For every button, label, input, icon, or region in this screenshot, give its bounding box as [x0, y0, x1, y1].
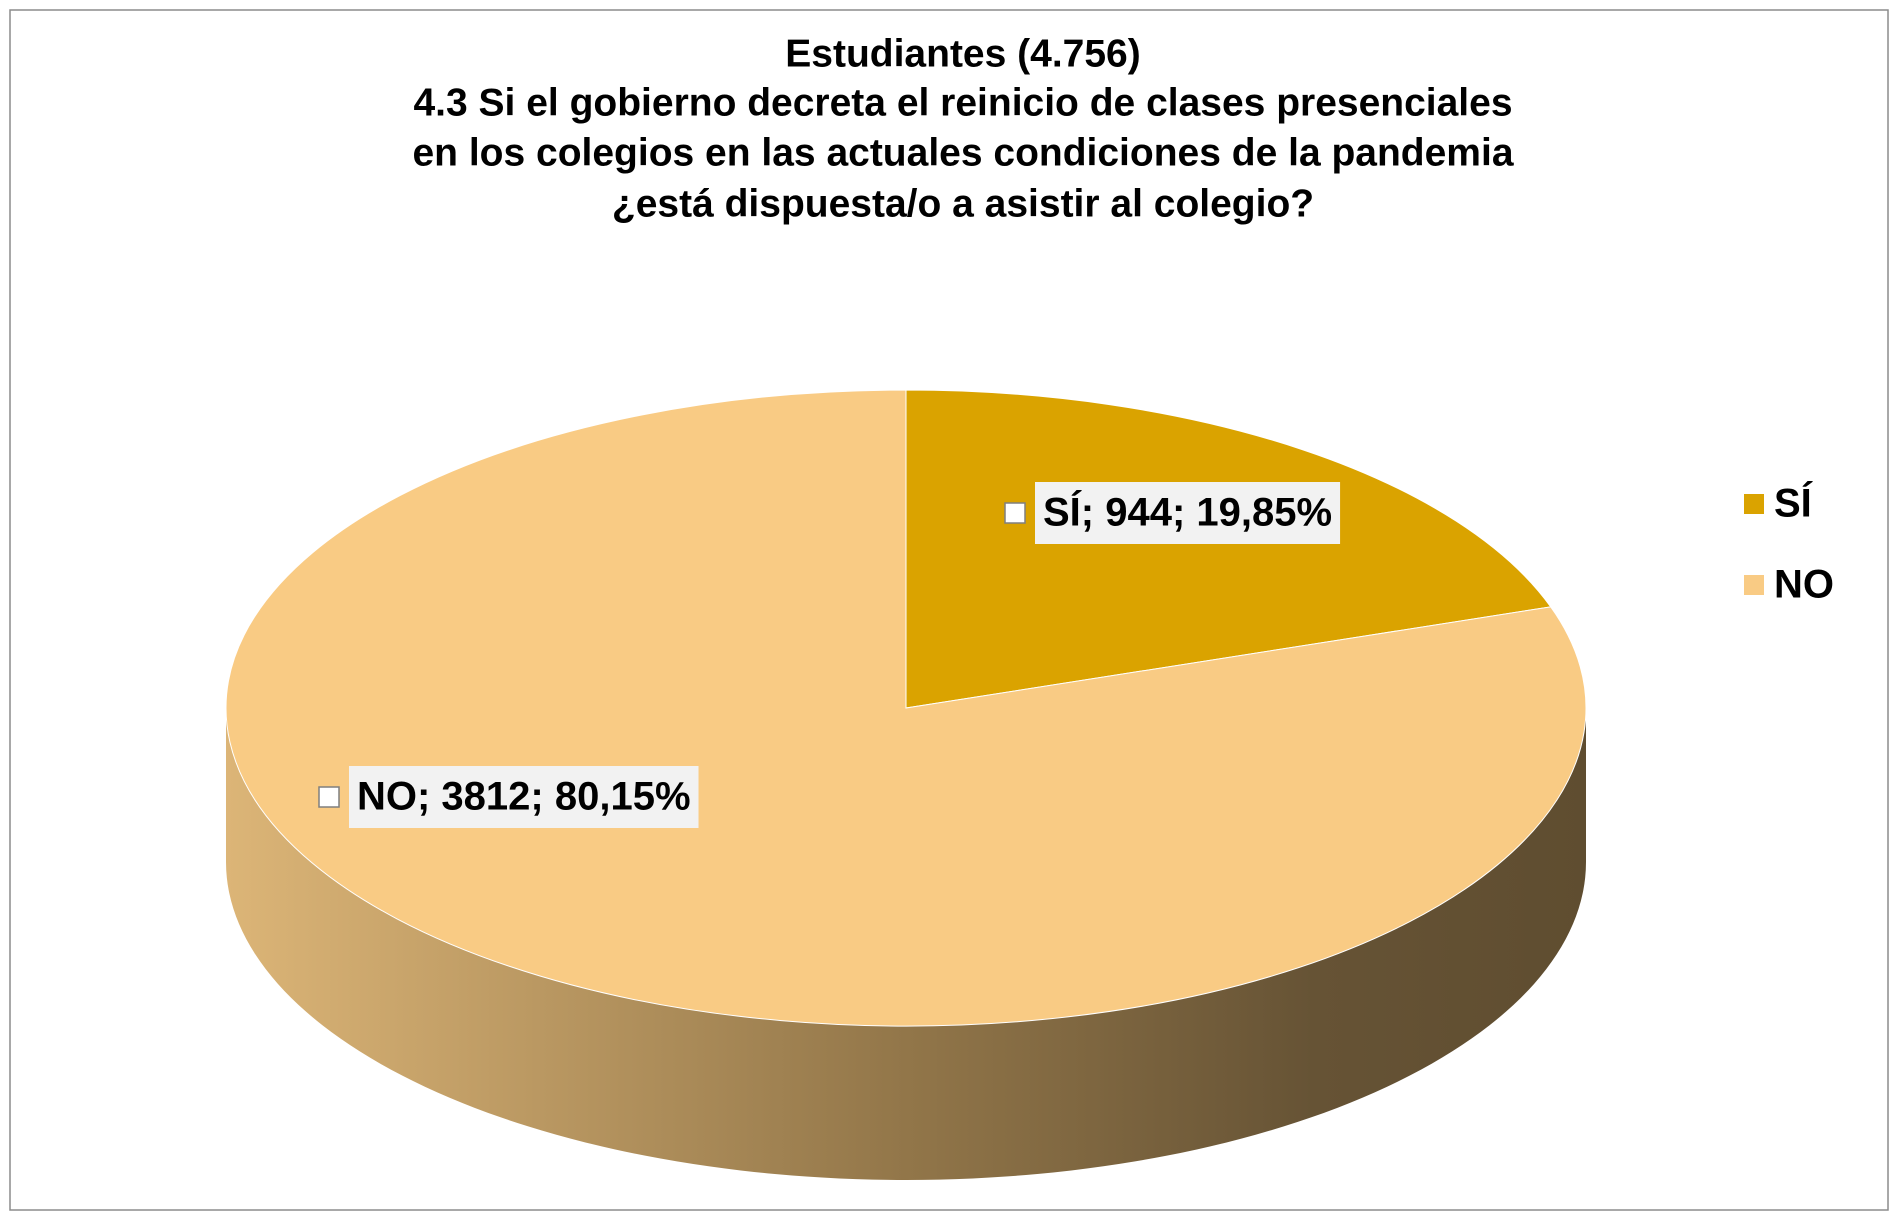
data-label-bg — [349, 766, 699, 828]
data-label: NO; 3812; 80,15% — [357, 775, 691, 819]
data-label-key — [1004, 502, 1026, 524]
data-label-bg — [1035, 482, 1341, 544]
chart-frame — [9, 9, 1889, 1211]
data-label-key — [318, 786, 340, 808]
pie-side — [226, 708, 1586, 1180]
legend-swatch — [1744, 494, 1764, 514]
pie-slice — [225, 389, 1587, 1027]
legend-label: SÍ — [1774, 481, 1813, 526]
legend-swatch — [1744, 575, 1764, 595]
chart-title: Estudiantes (4.756) — [785, 32, 1140, 75]
pie-slice — [905, 389, 1552, 709]
data-label: SÍ; 944; 19,85% — [1043, 490, 1332, 535]
chart-title: ¿está dispuesta/o a asistir al colegio? — [612, 182, 1314, 225]
legend-label: NO — [1774, 563, 1834, 607]
chart-title: 4.3 Si el gobierno decreta el reinicio d… — [413, 81, 1512, 124]
chart-title: en los colegios en las actuales condicio… — [412, 131, 1513, 174]
